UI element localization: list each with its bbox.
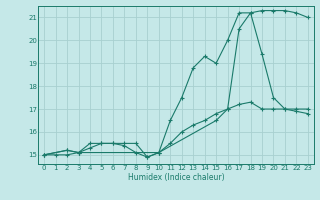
X-axis label: Humidex (Indice chaleur): Humidex (Indice chaleur) [128, 173, 224, 182]
